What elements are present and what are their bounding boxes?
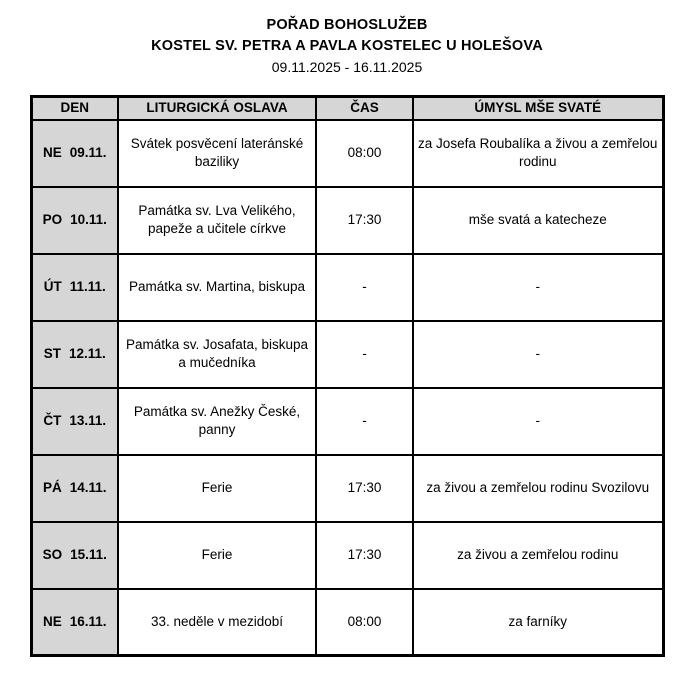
time-cell: 08:00 xyxy=(315,587,414,657)
column-header: DEN xyxy=(30,95,119,121)
day-label: SO 15.11. xyxy=(43,546,107,565)
time-cell: - xyxy=(315,319,414,389)
celebration-cell: Ferie xyxy=(117,520,317,590)
document-subtitle: KOSTEL SV. PETRA A PAVLA KOSTELEC U HOLE… xyxy=(151,38,543,54)
day-cell: SO 15.11. xyxy=(30,520,119,590)
time-cell: - xyxy=(315,386,414,456)
column-header: LITURGICKÁ OSLAVA xyxy=(117,95,317,121)
table-row: PO 10.11. Památka sv. Lva Velikého, papeže… xyxy=(30,185,664,255)
day-abbr: ČT xyxy=(43,412,62,428)
intention-cell: - xyxy=(412,319,664,389)
table-row: NE 16.11. 33. neděle v mezidobí 08:00 za far… xyxy=(30,587,664,657)
time-cell: 17:30 xyxy=(315,453,414,523)
day-label: PÁ 14.11. xyxy=(43,479,107,498)
table-row: ČT 13.11. Památka sv. Anežky České, panny -… xyxy=(30,386,664,456)
day-cell: PÁ 14.11. xyxy=(30,453,119,523)
schedule-body: NE 09.11. Svátek posvěcení lateránské bazi… xyxy=(30,118,664,657)
celebration-cell: Památka sv. Anežky České, panny xyxy=(117,386,317,456)
day-cell: NE 16.11. xyxy=(30,587,119,657)
day-date: 09.11. xyxy=(69,144,107,160)
schedule-table: DEN LITURGICKÁ OSLAVA ČAS ÚMYSL MŠE SVATÉ N… xyxy=(29,95,665,658)
day-abbr: PÁ xyxy=(42,479,62,495)
celebration-cell: Památka sv. Martina, biskupa xyxy=(117,252,317,322)
time-cell: 17:30 xyxy=(315,185,414,255)
day-date: 12.11. xyxy=(68,345,106,361)
table-row: SO 15.11. Ferie 17:30 za živou a zemřelou ro… xyxy=(30,520,664,590)
day-abbr: NE xyxy=(42,144,62,160)
day-cell: ST 12.11. xyxy=(30,319,119,389)
day-label: ST 12.11. xyxy=(44,345,106,364)
celebration-cell: 33. neděle v mezidobí xyxy=(117,587,317,657)
table-row: ST 12.11. Památka sv. Josafata, biskupa a … xyxy=(30,319,664,389)
day-abbr: SO xyxy=(42,546,63,562)
table-header-row: DEN LITURGICKÁ OSLAVA ČAS ÚMYSL MŠE SVATÉ xyxy=(30,95,664,121)
day-abbr: ÚT xyxy=(43,278,62,294)
intention-cell: - xyxy=(412,252,664,322)
day-date: 13.11. xyxy=(69,412,107,428)
day-label: PO 10.11. xyxy=(43,211,107,230)
celebration-cell: Svátek posvěcení lateránské baziliky xyxy=(117,118,317,188)
day-cell: ÚT 11.11. xyxy=(30,252,119,322)
day-date: 14.11. xyxy=(69,479,107,495)
intention-cell: za farníky xyxy=(412,587,664,657)
document-title: POŘAD BOHOSLUŽEB xyxy=(266,17,428,33)
day-cell: NE 09.11. xyxy=(30,118,119,188)
date-range: 09.11.2025 - 16.11.2025 xyxy=(271,59,423,75)
day-label: NE 09.11. xyxy=(43,144,107,163)
table-row: ÚT 11.11. Památka sv. Martina, biskupa - - xyxy=(30,252,664,322)
celebration-cell: Ferie xyxy=(117,453,317,523)
time-cell: 17:30 xyxy=(315,520,414,590)
day-abbr: ST xyxy=(43,345,61,361)
day-cell: PO 10.11. xyxy=(30,185,119,255)
celebration-cell: Památka sv. Josafata, biskupa a mučedník… xyxy=(117,319,317,389)
day-label: NE 16.11. xyxy=(43,613,107,632)
celebration-cell: Památka sv. Lva Velikého, papeže a učite… xyxy=(117,185,317,255)
day-cell: ČT 13.11. xyxy=(30,386,119,456)
column-header: ČAS xyxy=(315,95,414,121)
day-abbr: PO xyxy=(42,211,63,227)
intention-cell: za živou a zemřelou rodinu xyxy=(412,520,664,590)
intention-cell: za živou a zemřelou rodinu Svozilovu xyxy=(412,453,664,523)
day-date: 10.11. xyxy=(70,211,107,227)
day-label: ČT 13.11. xyxy=(43,412,106,431)
table-row: PÁ 14.11. Ferie 17:30 za živou a zemřelou ro… xyxy=(30,453,664,523)
document-header: POŘAD BOHOSLUŽEB KOSTEL SV. PETRA A PAVL… xyxy=(0,0,694,78)
day-abbr: NE xyxy=(42,613,62,629)
intention-cell: mše svatá a katecheze xyxy=(412,185,664,255)
day-label: ÚT 11.11. xyxy=(44,278,106,297)
time-cell: 08:00 xyxy=(315,118,414,188)
day-date: 16.11. xyxy=(69,613,107,629)
day-date: 11.11. xyxy=(69,278,106,294)
time-cell: - xyxy=(315,252,414,322)
intention-cell: - xyxy=(412,386,664,456)
table-row: NE 09.11. Svátek posvěcení lateránské bazi… xyxy=(30,118,664,188)
day-date: 15.11. xyxy=(70,546,107,562)
column-header: ÚMYSL MŠE SVATÉ xyxy=(412,95,664,121)
intention-cell: za Josefa Roubalíka a živou a zemřelou r… xyxy=(412,118,664,188)
